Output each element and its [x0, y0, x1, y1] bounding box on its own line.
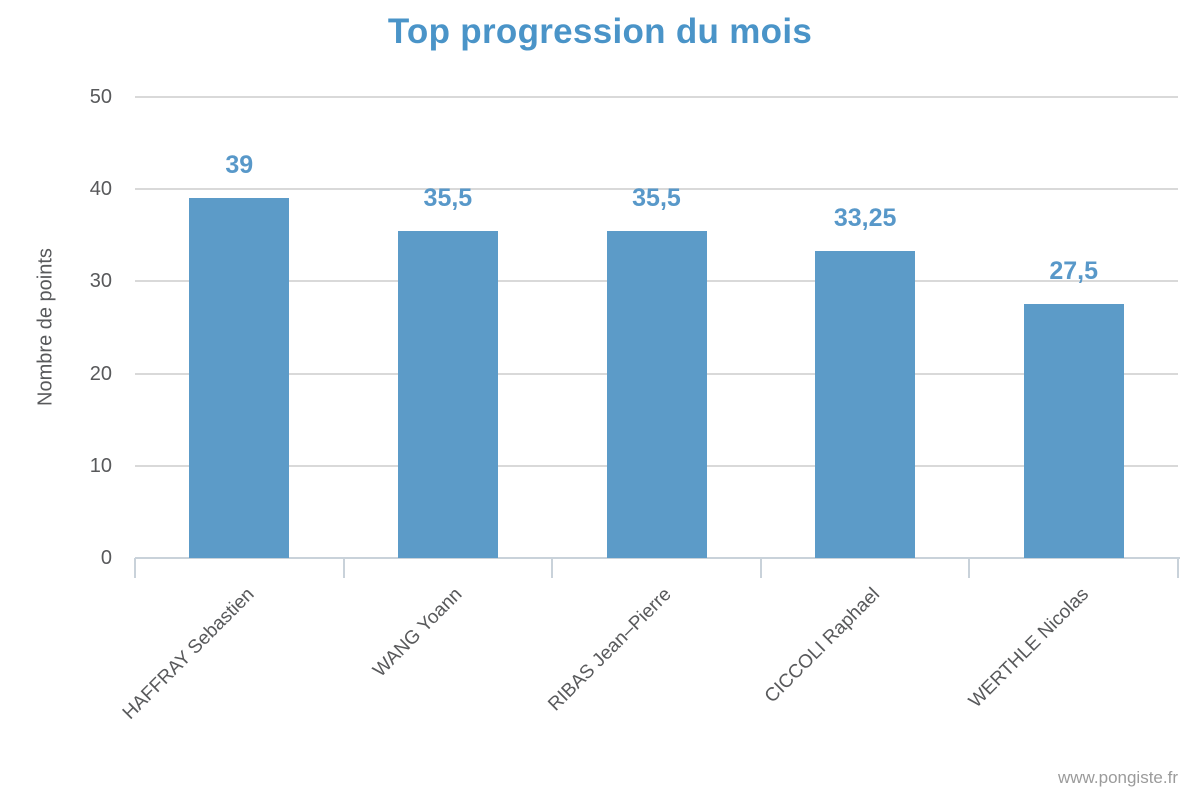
bar[interactable] [1023, 304, 1124, 558]
x-axis-tick [551, 558, 554, 578]
bar[interactable] [606, 230, 707, 558]
gridline [135, 188, 1178, 191]
x-axis-tick [1177, 558, 1179, 578]
category-label: HAFFRAY Sebastien [118, 584, 259, 724]
x-axis-tick [134, 558, 136, 578]
y-tick-label: 20 [89, 362, 112, 385]
y-tick-label: 0 [100, 547, 112, 569]
bar-value-label: 27,5 [1049, 257, 1099, 286]
y-tick-label: 30 [89, 270, 112, 293]
chart-title: Top progression du mois [387, 12, 813, 51]
bar[interactable] [189, 198, 290, 558]
bar-value-label: 33,25 [833, 204, 897, 233]
category-label: WERTHLE Nicolas [964, 584, 1093, 713]
watermark: www.pongiste.fr [1058, 768, 1178, 787]
bar-value-label: 39 [225, 151, 254, 180]
gridline [135, 96, 1178, 98]
category-label: CICCOLI Raphael [760, 584, 884, 708]
x-axis-tick [968, 558, 971, 578]
bar[interactable] [397, 230, 498, 558]
bar-value-label: 35,5 [632, 183, 681, 212]
x-axis-line [135, 557, 1180, 559]
category-label: RIBAS Jean–Pierre [544, 584, 676, 716]
y-tick-label: 50 [89, 86, 112, 108]
y-tick-label: 10 [89, 454, 112, 477]
bar[interactable] [815, 251, 916, 558]
x-axis-tick [342, 558, 345, 578]
y-tick-label: 40 [89, 178, 112, 201]
bar-value-label: 35,5 [423, 183, 473, 212]
x-axis-tick [759, 558, 762, 578]
category-label: WANG Yoann [369, 584, 467, 682]
